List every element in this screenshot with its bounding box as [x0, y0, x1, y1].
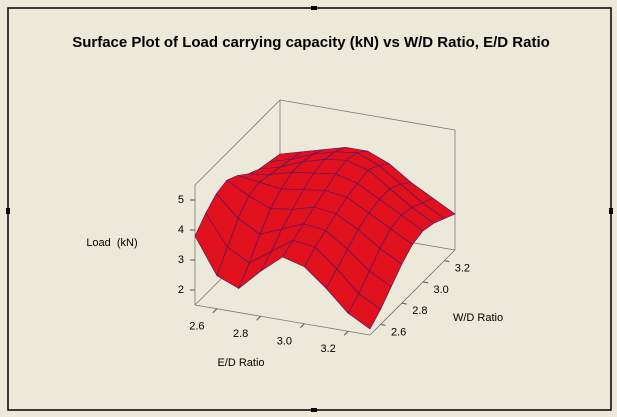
- box-edge: [279, 99, 456, 131]
- y-tick: [444, 260, 450, 263]
- y-axis-line: [369, 249, 456, 336]
- y-axis-label: W/D Ratio: [453, 312, 503, 324]
- box-edge: [194, 99, 281, 186]
- x-tick: [256, 315, 261, 321]
- z-tick-label: 2: [178, 284, 184, 296]
- handle: [311, 408, 317, 412]
- x-tick: [343, 330, 349, 336]
- surface-cell: [347, 293, 381, 330]
- y-tick-label: 2.6: [391, 326, 406, 338]
- chart-title: Surface Plot of Load carrying capacity (…: [72, 34, 550, 51]
- y-tick-label: 3.2: [455, 263, 470, 275]
- x-tick-label: 3.2: [320, 343, 335, 355]
- handle: [311, 6, 317, 10]
- x-axis-label: E/D Ratio: [217, 357, 264, 369]
- y-tick: [380, 323, 386, 326]
- handle: [6, 208, 10, 214]
- z-tick-label: 5: [178, 194, 184, 206]
- y-tick-label: 2.8: [412, 305, 427, 317]
- z-axis-label: Load (kN): [86, 237, 137, 249]
- x-tick-label: 3.0: [277, 336, 292, 348]
- y-tick: [423, 281, 429, 284]
- y-tick: [401, 302, 407, 305]
- x-tick-label: 2.6: [189, 321, 204, 333]
- x-axis-line: [194, 304, 371, 336]
- x-tick: [300, 323, 305, 329]
- x-tick: [212, 308, 218, 314]
- z-tick-label: 3: [178, 254, 184, 266]
- y-tick-label: 3.0: [433, 284, 448, 296]
- z-tick-label: 4: [178, 224, 184, 236]
- handle: [609, 208, 613, 214]
- x-tick-label: 2.8: [233, 328, 248, 340]
